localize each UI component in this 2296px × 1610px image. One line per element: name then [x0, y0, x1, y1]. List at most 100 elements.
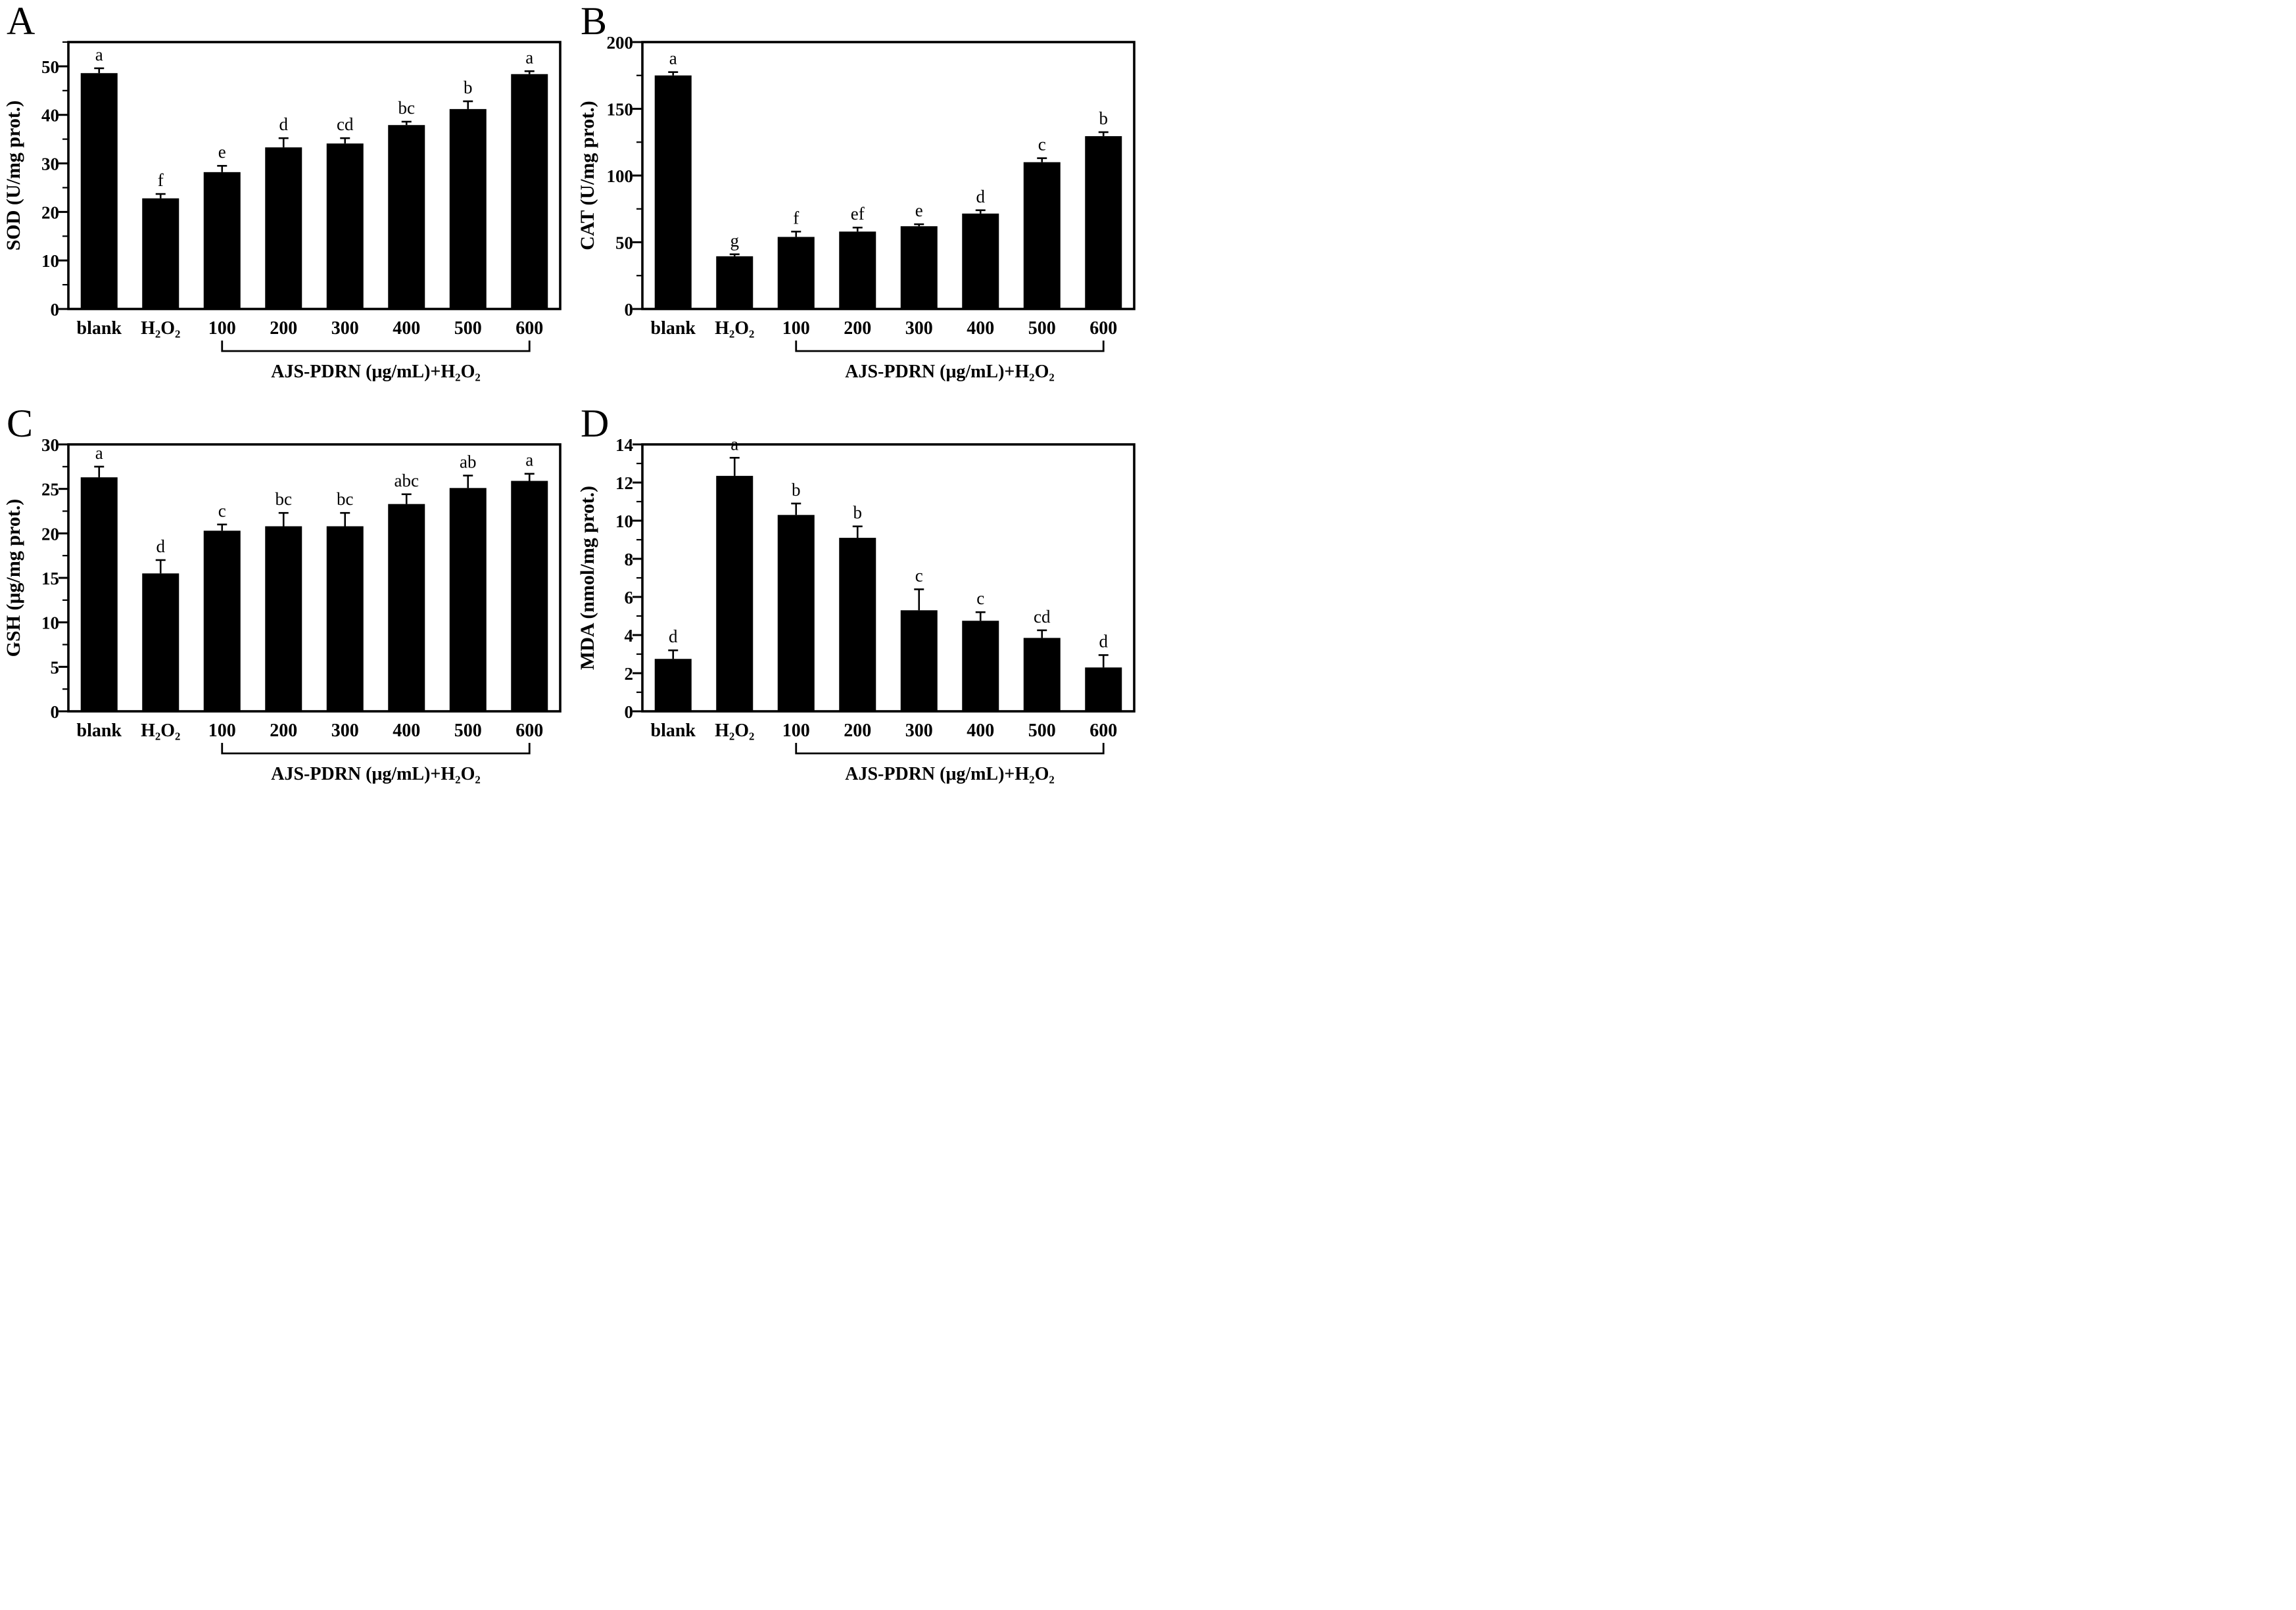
y-axis-title: CAT (U/mg prot.): [577, 101, 598, 250]
sig-letter: ab: [460, 452, 476, 471]
y-tick-label: 6: [625, 588, 634, 607]
bars: a blank d H₂O₂ c 100 bc 200 bc 300 abc 400 ab 500 a 600: [77, 443, 548, 741]
x-category-label: blank: [651, 318, 696, 339]
sig-letter: d: [156, 536, 166, 556]
bar-300: [326, 526, 364, 711]
bar-600: [1085, 667, 1122, 711]
bar-H₂O₂: [716, 475, 753, 711]
sig-letter: c: [915, 565, 923, 585]
y-tick-label: 5: [51, 657, 60, 677]
plot-frame: [67, 41, 562, 310]
bar-400: [388, 504, 425, 711]
group-bracket: AJS-PDRN (μg/mL)+H₂O₂: [221, 743, 531, 784]
bar-600: [511, 74, 548, 309]
panel-letter-c: C: [7, 402, 34, 445]
y-tick-label: 25: [41, 480, 59, 500]
sig-letter: a: [525, 47, 533, 67]
sig-letter: b: [1099, 108, 1109, 128]
bar-blank: [80, 73, 118, 309]
x-category-label: 300: [905, 318, 933, 339]
sig-letter: a: [669, 49, 677, 68]
sig-letter: cd: [337, 114, 354, 134]
bar-300: [326, 143, 364, 309]
x-category-label: 100: [782, 318, 810, 339]
y-axis-title: GSH (μg/mg prot.): [3, 499, 24, 657]
y-tick-label: 10: [41, 613, 59, 633]
panel-letter-d: D: [581, 402, 610, 445]
sig-letter: cd: [1034, 607, 1051, 627]
sig-letter: a: [95, 45, 103, 64]
panel-cat: B 0 50 100 150 200 CAT (U/mg prot.) a blank g H₂O…: [574, 0, 1148, 402]
y-tick-label: 30: [41, 435, 59, 455]
y-tick-label: 2: [625, 664, 634, 684]
bar-400: [388, 125, 425, 309]
y-axis: 0 2 4 6 8 10 12 14: [615, 435, 642, 722]
group-label: AJS-PDRN (μg/mL)+H₂O₂: [845, 764, 1055, 784]
sig-letter: d: [669, 627, 678, 646]
y-tick-label: 12: [615, 473, 633, 493]
panel-letter-a: A: [7, 0, 36, 43]
bar-600: [511, 481, 548, 711]
bar-blank: [80, 477, 118, 711]
group-label: AJS-PDRN (μg/mL)+H₂O₂: [845, 362, 1055, 382]
sig-letter: bc: [337, 489, 354, 509]
sig-letter: b: [792, 480, 801, 500]
y-axis-title: SOD (U/mg prot.): [3, 101, 24, 251]
x-category-label: 500: [454, 721, 482, 741]
bar-400: [962, 213, 999, 309]
y-tick-label: 150: [607, 100, 634, 120]
x-category-label: 400: [967, 318, 994, 339]
panel-mda: D 0 2 4 6 8 10 12 14 MDA (nmol/mg prot.) d blank a H…: [574, 402, 1148, 805]
x-category-label: 300: [331, 318, 359, 339]
bar-300: [900, 610, 938, 711]
y-tick-label: 14: [615, 435, 633, 455]
panel-gsh: C 0 5 10 15 20 25 30 GSH (μg/mg prot.) a blank d H₂…: [0, 402, 574, 805]
sig-letter: g: [730, 231, 740, 250]
x-category-label: 500: [454, 318, 482, 339]
y-tick-label: 200: [607, 33, 634, 53]
x-category-label: blank: [77, 721, 122, 741]
y-tick-label: 20: [41, 524, 59, 544]
bar-H₂O₂: [716, 256, 753, 309]
x-category-label: 200: [844, 318, 871, 339]
bar-100: [777, 237, 815, 309]
sig-letter: f: [793, 208, 799, 227]
y-tick-label: 10: [615, 511, 633, 531]
bar-100: [203, 172, 241, 309]
y-tick-label: 50: [615, 233, 633, 253]
sig-letter: d: [976, 187, 986, 206]
x-category-label: 200: [844, 721, 871, 741]
y-tick-label: 40: [41, 106, 59, 126]
gsh-bar-chart: 0 5 10 15 20 25 30 GSH (μg/mg prot.) a blank d H₂O₂…: [3, 435, 562, 784]
x-category-label: blank: [651, 721, 696, 741]
x-category-label: H₂O₂: [715, 318, 754, 339]
bar-H₂O₂: [142, 573, 179, 711]
sig-letter: f: [158, 170, 164, 190]
y-axis: 0 50 100 150 200: [607, 33, 642, 320]
sig-letter: d: [1099, 631, 1109, 651]
x-category-label: 100: [208, 721, 236, 741]
y-tick-label: 4: [625, 626, 634, 646]
bar-500: [1023, 638, 1061, 711]
x-category-label: 500: [1028, 318, 1056, 339]
group-bracket: AJS-PDRN (μg/mL)+H₂O₂: [221, 341, 531, 382]
x-category-label: 400: [967, 721, 994, 741]
x-category-label: 400: [393, 721, 420, 741]
bar-500: [449, 108, 487, 310]
x-category-label: 600: [1089, 721, 1117, 741]
y-tick-label: 0: [625, 300, 634, 320]
sig-letter: bc: [275, 489, 293, 509]
x-category-label: 600: [515, 318, 543, 339]
x-category-label: 600: [1089, 318, 1117, 339]
bracket-line: [795, 743, 1105, 755]
x-category-label: H₂O₂: [715, 721, 754, 741]
sig-letter: e: [218, 142, 226, 162]
sig-letter: bc: [398, 98, 416, 118]
plot-frame: [67, 443, 562, 713]
panel-letter-b: B: [581, 0, 608, 43]
group-bracket: AJS-PDRN (μg/mL)+H₂O₂: [795, 341, 1105, 382]
y-tick-label: 50: [41, 57, 59, 77]
sig-letter: abc: [395, 471, 419, 490]
bar-300: [900, 226, 938, 309]
bracket-line: [221, 341, 531, 352]
